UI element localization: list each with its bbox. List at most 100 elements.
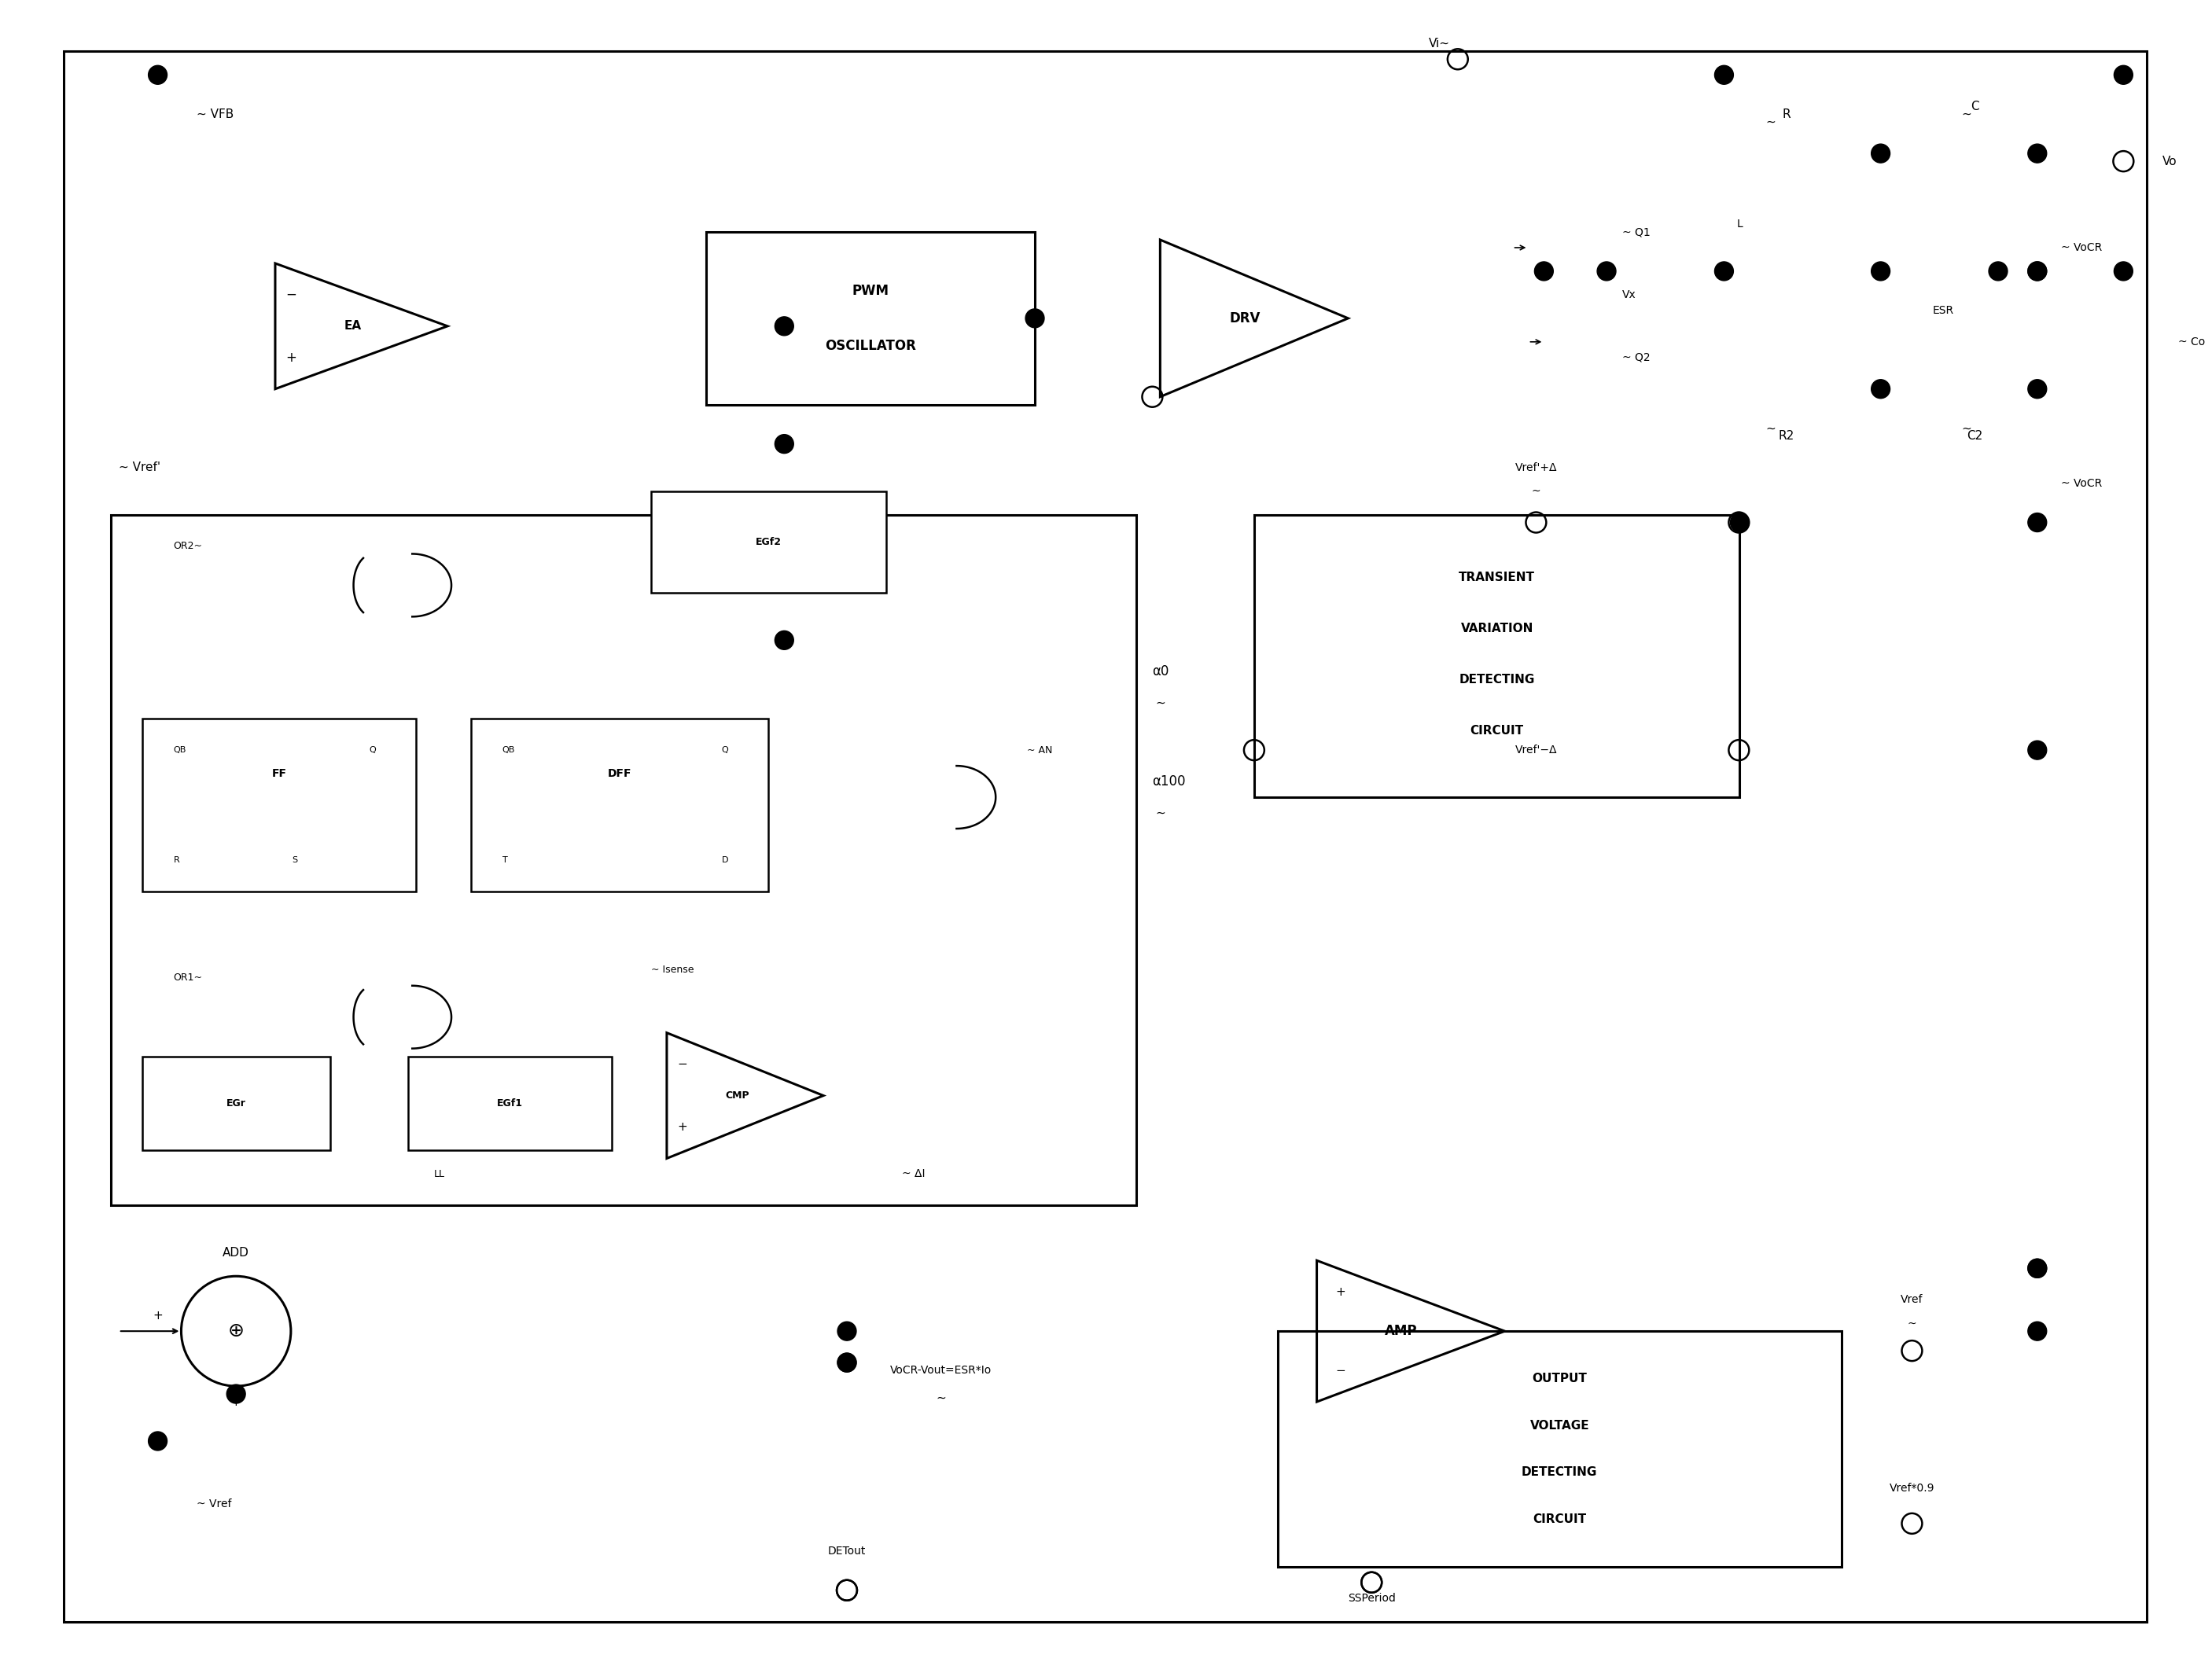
Circle shape xyxy=(1989,261,2008,281)
Text: ADD: ADD xyxy=(223,1246,250,1258)
Text: Vref'+Δ: Vref'+Δ xyxy=(1515,462,1557,474)
Text: ~: ~ xyxy=(1765,422,1776,434)
Text: ~ VoCR: ~ VoCR xyxy=(2062,477,2101,489)
Circle shape xyxy=(2028,379,2046,399)
Text: ~ AN: ~ AN xyxy=(1026,745,1053,755)
Circle shape xyxy=(2028,145,2046,163)
Text: +: + xyxy=(677,1122,688,1133)
Text: OR1~: OR1~ xyxy=(173,972,204,982)
Text: α100: α100 xyxy=(1152,774,1186,788)
Circle shape xyxy=(2115,261,2132,281)
Text: Q: Q xyxy=(721,746,728,755)
Text: ~ ΔI: ~ ΔI xyxy=(902,1168,925,1180)
Text: D: D xyxy=(721,856,728,864)
Text: Vo: Vo xyxy=(2163,155,2177,168)
Text: FF: FF xyxy=(272,768,288,779)
Text: ~ VFB: ~ VFB xyxy=(197,108,234,120)
Text: +: + xyxy=(285,351,296,364)
Circle shape xyxy=(2028,741,2046,760)
Text: ~ Vref': ~ Vref' xyxy=(119,462,159,474)
Circle shape xyxy=(148,1431,168,1451)
Circle shape xyxy=(774,632,794,650)
Text: +: + xyxy=(1336,1286,1345,1298)
Text: ~: ~ xyxy=(1531,485,1540,497)
Text: CMP: CMP xyxy=(726,1090,750,1100)
Text: ~: ~ xyxy=(1765,116,1776,128)
Text: DETout: DETout xyxy=(827,1546,865,1557)
Bar xyxy=(471,718,768,891)
Text: L: L xyxy=(1736,219,1743,229)
Text: C2: C2 xyxy=(1966,430,1982,442)
Text: ~ Q1: ~ Q1 xyxy=(1621,226,1650,238)
Circle shape xyxy=(226,1384,246,1403)
Text: OR2~: OR2~ xyxy=(173,540,204,552)
Circle shape xyxy=(2028,1258,2046,1278)
Text: ~ Isense: ~ Isense xyxy=(650,966,695,976)
Text: DETECTING: DETECTING xyxy=(1460,673,1535,685)
Text: Q: Q xyxy=(369,746,376,755)
Circle shape xyxy=(1730,514,1750,532)
Circle shape xyxy=(1535,261,1553,281)
Circle shape xyxy=(774,317,794,336)
Text: VARIATION: VARIATION xyxy=(1460,623,1533,635)
Text: R: R xyxy=(1783,108,1792,120)
Text: ~: ~ xyxy=(230,1270,241,1281)
Text: EGf1: EGf1 xyxy=(498,1099,522,1109)
Text: +: + xyxy=(230,1396,241,1408)
Text: ~: ~ xyxy=(1155,808,1166,819)
Bar xyxy=(409,1057,613,1150)
Circle shape xyxy=(1871,145,1889,163)
Text: ESR: ESR xyxy=(1933,304,1953,316)
Bar xyxy=(142,1057,330,1150)
Circle shape xyxy=(1871,261,1889,281)
Circle shape xyxy=(1714,261,1734,281)
Text: OUTPUT: OUTPUT xyxy=(1533,1373,1586,1384)
Text: R2: R2 xyxy=(1778,430,1794,442)
Text: Vref*0.9: Vref*0.9 xyxy=(1889,1483,1936,1494)
Text: R: R xyxy=(173,856,179,864)
Bar xyxy=(142,718,416,891)
Text: DRV: DRV xyxy=(1230,311,1261,326)
Circle shape xyxy=(2028,1321,2046,1341)
Bar xyxy=(650,490,887,593)
Text: −: − xyxy=(285,288,296,302)
Text: AMP: AMP xyxy=(1385,1325,1418,1338)
Circle shape xyxy=(2028,261,2046,281)
Text: EGr: EGr xyxy=(226,1099,246,1109)
Circle shape xyxy=(1871,379,1889,399)
Text: ~: ~ xyxy=(1907,1318,1916,1330)
Text: QB: QB xyxy=(173,746,186,755)
Text: α0: α0 xyxy=(1152,665,1170,678)
Text: Vref: Vref xyxy=(1900,1295,1922,1305)
Text: QB: QB xyxy=(502,746,515,755)
Text: Vi~: Vi~ xyxy=(1429,38,1449,50)
Text: ~ Q2: ~ Q2 xyxy=(1621,352,1650,362)
Circle shape xyxy=(838,1353,856,1371)
Circle shape xyxy=(2028,1258,2046,1278)
Text: PWM: PWM xyxy=(852,284,889,297)
Text: DFF: DFF xyxy=(608,768,633,779)
Text: CIRCUIT: CIRCUIT xyxy=(1471,725,1524,736)
Circle shape xyxy=(1597,261,1617,281)
Text: OSCILLATOR: OSCILLATOR xyxy=(825,339,916,352)
Bar xyxy=(706,233,1035,404)
Bar xyxy=(111,515,1137,1205)
Text: T: T xyxy=(502,856,507,864)
Circle shape xyxy=(1714,65,1734,85)
Text: TRANSIENT: TRANSIENT xyxy=(1458,572,1535,583)
Text: VOLTAGE: VOLTAGE xyxy=(1531,1419,1588,1431)
Text: ~ VoCR: ~ VoCR xyxy=(2062,243,2101,253)
Text: ~: ~ xyxy=(936,1393,947,1404)
Text: S: S xyxy=(292,856,299,864)
Text: +: + xyxy=(153,1310,164,1321)
Text: Vref'−Δ: Vref'−Δ xyxy=(1515,745,1557,756)
Text: LL: LL xyxy=(434,1168,445,1180)
Bar xyxy=(1279,1331,1840,1567)
Circle shape xyxy=(838,1321,856,1341)
Text: VoCR-Vout=ESR*Io: VoCR-Vout=ESR*Io xyxy=(889,1365,991,1376)
Circle shape xyxy=(1026,309,1044,327)
Text: −: − xyxy=(1336,1365,1345,1376)
Text: ~: ~ xyxy=(1962,422,1971,434)
Bar xyxy=(1254,515,1739,798)
Text: ~: ~ xyxy=(1962,108,1971,120)
